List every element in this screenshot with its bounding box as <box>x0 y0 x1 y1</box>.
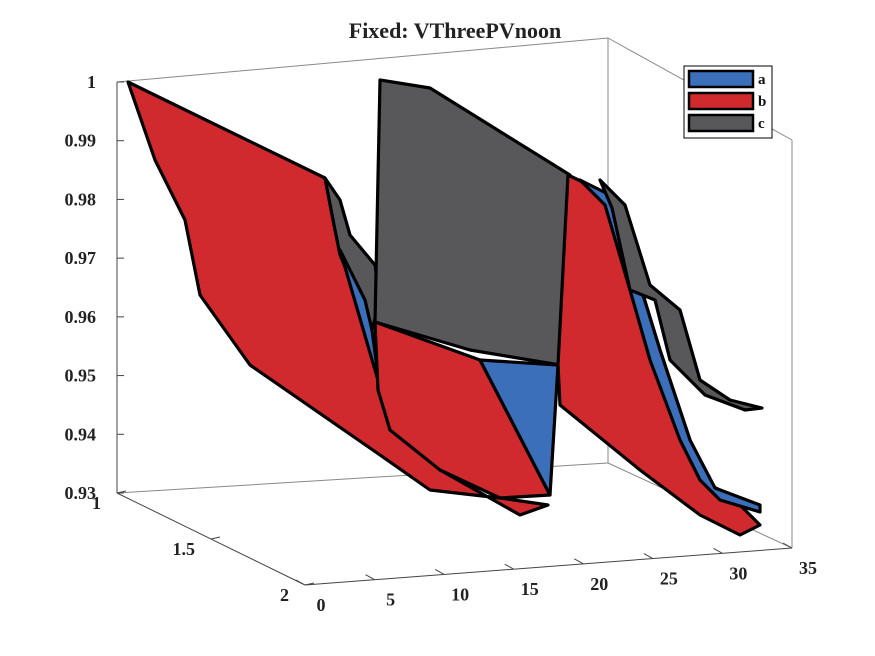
y-tick-mark <box>304 582 315 586</box>
z-tick-label: 0.95 <box>65 366 97 386</box>
z-tick-label: 0.98 <box>65 189 97 209</box>
x-tick-mark <box>504 563 514 570</box>
legend-label-b: b <box>758 94 766 110</box>
surface-b-center <box>373 320 560 500</box>
z-tick-label: 0.93 <box>65 483 97 503</box>
x-tick-label: 35 <box>799 558 817 578</box>
x-tick-labels: 0 5 10 15 20 25 30 35 <box>295 542 817 615</box>
y-tick-labels: 11.52 <box>92 490 315 605</box>
surface-c-center <box>373 78 572 367</box>
x-tick-label: 25 <box>660 569 678 589</box>
legend-label-a: a <box>758 72 766 88</box>
x-tick-mark <box>782 542 793 549</box>
legend: abc <box>683 65 773 139</box>
x-tick-label: 20 <box>590 574 608 594</box>
z-tick-label: 0.99 <box>65 131 97 151</box>
x-axis-line <box>304 547 793 586</box>
legend-swatch-c <box>687 113 755 133</box>
x-tick-label: 0 <box>317 595 326 615</box>
y-tick-label: 2 <box>280 585 289 605</box>
surface-c-right-strip <box>598 178 764 412</box>
x-tick-mark <box>434 568 445 575</box>
x-tick-label: 5 <box>386 590 395 610</box>
x-tick-label: 30 <box>729 563 747 583</box>
x-tick-mark <box>295 579 306 586</box>
legend-swatch-b <box>687 91 755 111</box>
x-tick-mark <box>365 574 375 581</box>
x-tick-mark <box>643 553 654 560</box>
surface-right-group <box>556 173 764 537</box>
x-tick-label: 10 <box>451 584 469 604</box>
surface-c-main-sheet <box>373 78 572 367</box>
legend-swatch-a <box>687 69 755 89</box>
x-tick-label: 15 <box>521 579 539 599</box>
z-tick-label: 0.97 <box>65 248 97 268</box>
surface-a-center-sheet <box>478 358 560 497</box>
y-tick-mark <box>116 490 127 494</box>
chart-title: Fixed: VThreePVnoon <box>349 18 561 43</box>
y-tick-mark <box>210 536 221 540</box>
legend-label-c: c <box>758 116 765 132</box>
z-tick-label: 0.94 <box>65 424 97 444</box>
x-tick-mark <box>713 547 723 554</box>
back-wall-top <box>116 37 609 83</box>
z-tick-label: 1 <box>87 72 96 92</box>
y-tick-label: 1.5 <box>173 539 196 559</box>
z-tick-labels: 0.93 0.94 0.95 0.96 0.97 0.98 0.99 1 <box>65 72 124 503</box>
y-tick-label: 1 <box>92 493 101 513</box>
x-tick-mark <box>574 558 584 565</box>
z-tick-label: 0.96 <box>65 307 97 327</box>
